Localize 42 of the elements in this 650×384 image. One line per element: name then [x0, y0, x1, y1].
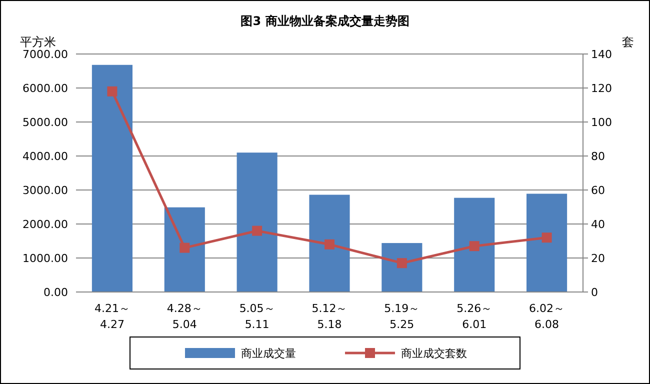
y-axis-title: 平方米	[20, 35, 56, 49]
y-tick-label: 4000.00	[22, 150, 68, 163]
y2-tick-label: 60	[591, 184, 605, 197]
y2-tick-label: 40	[591, 218, 605, 231]
x-tick-label: 5.05～5.11	[239, 302, 275, 331]
bar	[164, 207, 205, 292]
point	[180, 242, 190, 253]
y2-tick-label: 120	[591, 82, 612, 95]
x-tick-label: 6.02～6.08	[529, 302, 565, 331]
bar	[382, 243, 422, 292]
y2-tick-label: 80	[591, 150, 605, 163]
bar	[92, 64, 132, 292]
y2-tick-label: 20	[591, 252, 605, 265]
y2-tick-label: 0	[591, 286, 598, 299]
bar	[454, 198, 495, 292]
legend-label: 商业成交量	[241, 347, 296, 360]
x-tick-label: 4.21～4.27	[94, 302, 130, 331]
point	[542, 232, 552, 243]
y-tick-label: 0.00	[44, 286, 68, 299]
bar	[236, 152, 278, 292]
x-tick-label: 4.28～5.04	[166, 302, 202, 331]
bar	[309, 194, 350, 292]
y-tick-label: 5000.00	[22, 116, 68, 129]
legend-label: 商业成交套数	[401, 347, 467, 360]
y2-tick-label: 140	[591, 48, 612, 61]
chart-title: 图3 商业物业备案成交量走势图	[240, 14, 410, 28]
y-tick-label: 1000.00	[22, 252, 68, 265]
point	[396, 258, 407, 268]
y-tick-label: 7000.00	[22, 48, 68, 61]
y-tick-label: 3000.00	[22, 184, 68, 197]
y2-tick-label: 100	[591, 116, 612, 129]
point	[324, 239, 334, 250]
point	[107, 86, 118, 96]
point	[469, 241, 480, 252]
y-tick-label: 2000.00	[22, 218, 68, 231]
point	[252, 226, 262, 236]
y-tick-label: 6000.00	[22, 82, 68, 95]
x-tick-label: 5.26～6.01	[456, 302, 492, 331]
bar	[526, 194, 568, 292]
y2-axis-title: 套	[622, 35, 634, 49]
x-tick-label: 5.12～5.18	[312, 302, 348, 331]
x-tick-label: 5.19～5.25	[384, 302, 420, 331]
